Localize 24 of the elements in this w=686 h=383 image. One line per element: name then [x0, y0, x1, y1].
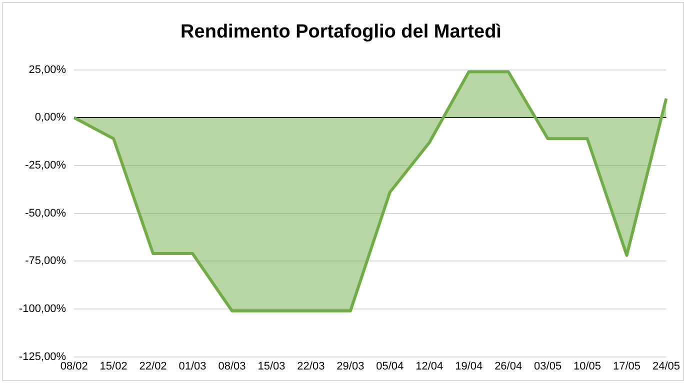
x-tick-label: 22/02 [139, 360, 167, 372]
x-tick-label: 19/04 [455, 360, 483, 372]
chart-title: Rendimento Portafoglio del Martedì [180, 22, 502, 43]
x-tick-label: 03/05 [534, 360, 562, 372]
y-tick-label: -75,00% [25, 255, 66, 268]
x-tick-label: 05/04 [376, 360, 404, 372]
x-tick-label: 22/03 [297, 360, 325, 372]
x-tick-label: 26/04 [494, 360, 522, 372]
x-tick-label: 10/05 [574, 360, 602, 372]
y-tick-label: 0,00% [34, 112, 66, 124]
x-tick-label: 15/03 [258, 360, 286, 372]
y-tick-label: 25,00% [28, 64, 66, 76]
x-tick-label: 08/02 [60, 360, 88, 372]
y-tick-label: -50,00% [25, 207, 66, 220]
y-tick-label: -100,00% [18, 303, 66, 315]
x-tick-label: 29/03 [336, 360, 364, 372]
x-tick-label: 17/05 [612, 360, 641, 372]
x-tick-label: 24/05 [652, 360, 680, 372]
x-tick-label: 08/03 [218, 360, 246, 372]
y-tick-label: -25,00% [25, 160, 66, 172]
y-tick-label: -125,00% [18, 350, 66, 363]
x-tick-label: 15/02 [100, 360, 128, 372]
x-tick-label: 01/03 [178, 360, 206, 372]
x-tick-label: 12/04 [416, 360, 444, 372]
